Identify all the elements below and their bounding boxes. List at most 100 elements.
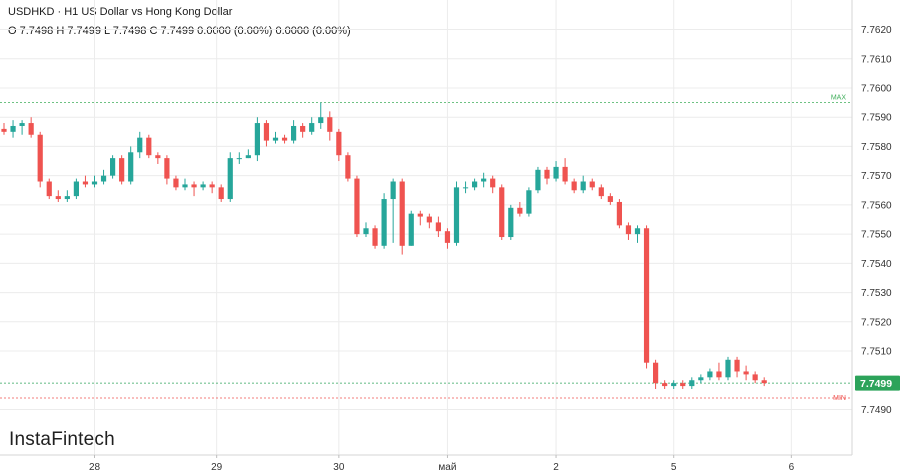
candle-body xyxy=(743,371,749,375)
max-label: MAX xyxy=(831,95,847,102)
candle-body xyxy=(119,158,125,182)
candle-body xyxy=(598,187,604,197)
chart-title: USDHKD · H1 US Dollar vs Hong Kong Dolla… xyxy=(8,6,233,18)
candle-body xyxy=(716,371,722,378)
y-tick-label: 7.7590 xyxy=(861,113,892,124)
y-tick-label: 7.7610 xyxy=(861,54,892,65)
candle-body xyxy=(245,155,251,159)
candle-body xyxy=(254,123,260,156)
candle-body xyxy=(291,125,297,141)
candle-body xyxy=(10,125,16,132)
last-price-label: 7.7499 xyxy=(860,378,892,390)
candle-body xyxy=(191,184,197,188)
candle-body xyxy=(345,155,351,179)
candle-body xyxy=(263,123,270,141)
x-tick-label: 30 xyxy=(333,462,345,473)
last-price-badge xyxy=(855,375,900,391)
candle-body xyxy=(671,383,677,387)
candle-body xyxy=(689,380,695,387)
candle-body xyxy=(643,228,650,363)
y-tick-label: 7.7550 xyxy=(861,230,892,241)
candle-body xyxy=(462,187,469,189)
candle-body xyxy=(399,181,405,246)
candle-body xyxy=(173,178,179,188)
candle-body xyxy=(580,181,586,191)
candle-body xyxy=(426,216,432,223)
candle-body xyxy=(761,380,767,384)
y-tick-label: 7.7570 xyxy=(861,171,892,182)
candle-body xyxy=(309,123,315,132)
candle-body xyxy=(218,187,224,200)
y-tick-label: 7.7600 xyxy=(861,83,892,94)
candle-body xyxy=(408,213,414,246)
y-tick-label: 7.7510 xyxy=(861,347,892,358)
candle-body xyxy=(164,158,170,179)
candle-body xyxy=(327,117,333,132)
x-tick-label: 6 xyxy=(789,462,795,473)
candle-body xyxy=(82,181,89,185)
candle-body xyxy=(363,228,369,235)
candle-body xyxy=(616,201,622,226)
y-tick-label: 7.7580 xyxy=(861,142,892,153)
candle-body xyxy=(535,169,541,191)
candle-body xyxy=(91,181,98,185)
candle-body xyxy=(571,181,577,191)
y-tick-label: 7.7490 xyxy=(861,405,892,416)
candle-body xyxy=(499,187,505,238)
candle-body xyxy=(64,196,70,200)
x-tick-label: 29 xyxy=(211,462,223,473)
candle-body xyxy=(155,155,161,159)
candle-body xyxy=(100,175,107,182)
candle-body xyxy=(625,225,632,235)
candle-body xyxy=(544,169,550,179)
candle-body xyxy=(128,152,134,182)
candle-body xyxy=(146,137,152,156)
candle-body xyxy=(517,207,523,214)
candle-body xyxy=(200,184,206,188)
candle-body xyxy=(55,196,61,200)
candle-body xyxy=(46,181,52,197)
candle-body xyxy=(417,213,423,217)
y-tick-label: 7.7560 xyxy=(861,200,892,211)
instafintech-logo: InstaFintech xyxy=(9,429,115,450)
candle-body xyxy=(662,383,668,387)
candle-body xyxy=(272,137,279,141)
candle-body xyxy=(300,125,306,132)
candle-body xyxy=(589,181,595,188)
candle-body xyxy=(707,371,713,378)
candle-body xyxy=(734,359,740,372)
ohlc-readout: O 7.7498 H 7.7499 L 7.7498 C 7.7499 0.00… xyxy=(8,25,351,37)
x-tick-label: 2 xyxy=(553,462,559,473)
min-label: MIN xyxy=(833,395,846,402)
candle-body xyxy=(481,178,487,182)
candle-body xyxy=(227,158,233,200)
candle-body xyxy=(1,128,7,132)
candle-body xyxy=(472,181,478,188)
y-tick-label: 7.7540 xyxy=(861,259,892,270)
candle-body xyxy=(444,231,451,243)
candle-body xyxy=(182,184,188,188)
x-tick-label: 5 xyxy=(671,462,677,473)
candle-body xyxy=(490,178,496,188)
candle-body xyxy=(236,158,242,160)
candle-body xyxy=(453,187,460,243)
y-tick-label: 7.7520 xyxy=(861,317,892,328)
candle-body xyxy=(553,166,559,179)
x-tick-label: май xyxy=(438,462,456,473)
x-tick-label: 28 xyxy=(89,462,101,473)
candle-body xyxy=(209,184,215,188)
candle-body xyxy=(336,131,342,156)
candle-body xyxy=(372,228,378,246)
candle-body xyxy=(435,222,441,232)
y-tick-label: 7.7530 xyxy=(861,288,892,299)
candle-body xyxy=(390,181,396,200)
candle-body xyxy=(73,181,79,197)
candle-body xyxy=(607,196,613,202)
candle-body xyxy=(137,137,143,153)
candle-body xyxy=(680,383,686,387)
candle-body xyxy=(318,117,324,124)
candle-body xyxy=(752,374,758,381)
candle-body xyxy=(381,199,387,246)
candle-body xyxy=(28,123,34,135)
